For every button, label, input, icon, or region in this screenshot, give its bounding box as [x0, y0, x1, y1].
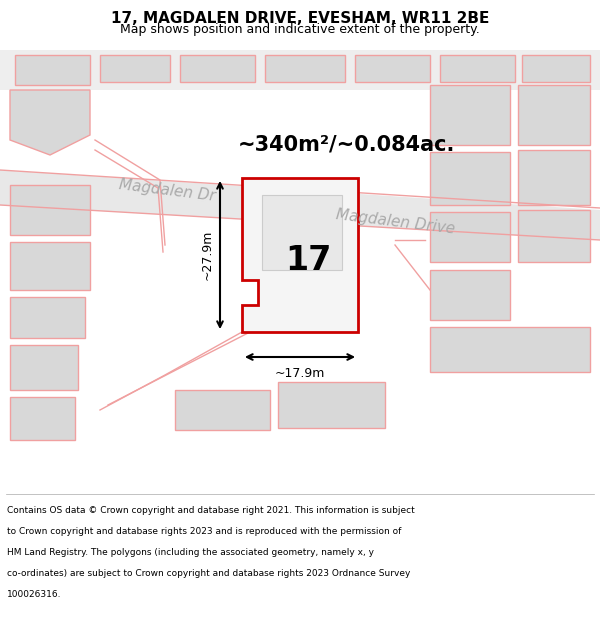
Text: 100026316.: 100026316.	[7, 590, 62, 599]
Text: HM Land Registry. The polygons (including the associated geometry, namely x, y: HM Land Registry. The polygons (includin…	[7, 548, 374, 557]
Text: Magdalen Dr: Magdalen Dr	[118, 177, 217, 203]
Polygon shape	[15, 55, 90, 85]
Polygon shape	[518, 85, 590, 145]
Text: Map shows position and indicative extent of the property.: Map shows position and indicative extent…	[120, 23, 480, 36]
Polygon shape	[518, 210, 590, 262]
Polygon shape	[10, 297, 85, 338]
Polygon shape	[430, 212, 510, 262]
Text: 17: 17	[285, 244, 331, 276]
Text: Contains OS data © Crown copyright and database right 2021. This information is : Contains OS data © Crown copyright and d…	[7, 506, 415, 515]
Polygon shape	[430, 152, 510, 205]
Polygon shape	[262, 195, 342, 270]
Polygon shape	[440, 55, 515, 82]
Text: Magdalen Drive: Magdalen Drive	[335, 208, 456, 237]
Polygon shape	[430, 85, 510, 145]
Polygon shape	[180, 55, 255, 82]
Text: to Crown copyright and database rights 2023 and is reproduced with the permissio: to Crown copyright and database rights 2…	[7, 527, 401, 536]
Polygon shape	[0, 50, 600, 90]
Polygon shape	[430, 270, 510, 320]
Text: co-ordinates) are subject to Crown copyright and database rights 2023 Ordnance S: co-ordinates) are subject to Crown copyr…	[7, 569, 410, 578]
Polygon shape	[10, 90, 90, 155]
Polygon shape	[0, 170, 600, 240]
Text: 17, MAGDALEN DRIVE, EVESHAM, WR11 2BE: 17, MAGDALEN DRIVE, EVESHAM, WR11 2BE	[111, 11, 489, 26]
Polygon shape	[10, 242, 90, 290]
Polygon shape	[242, 178, 358, 332]
Text: ~27.9m: ~27.9m	[201, 230, 214, 280]
Polygon shape	[278, 382, 385, 428]
Polygon shape	[430, 327, 590, 372]
Polygon shape	[522, 55, 590, 82]
Text: ~340m²/~0.084ac.: ~340m²/~0.084ac.	[238, 135, 455, 155]
Polygon shape	[175, 390, 270, 430]
Polygon shape	[518, 150, 590, 205]
Text: ~17.9m: ~17.9m	[275, 367, 325, 380]
Polygon shape	[10, 397, 75, 440]
Polygon shape	[265, 55, 345, 82]
Polygon shape	[100, 55, 170, 82]
Polygon shape	[10, 345, 78, 390]
Polygon shape	[355, 55, 430, 82]
Polygon shape	[10, 185, 90, 235]
